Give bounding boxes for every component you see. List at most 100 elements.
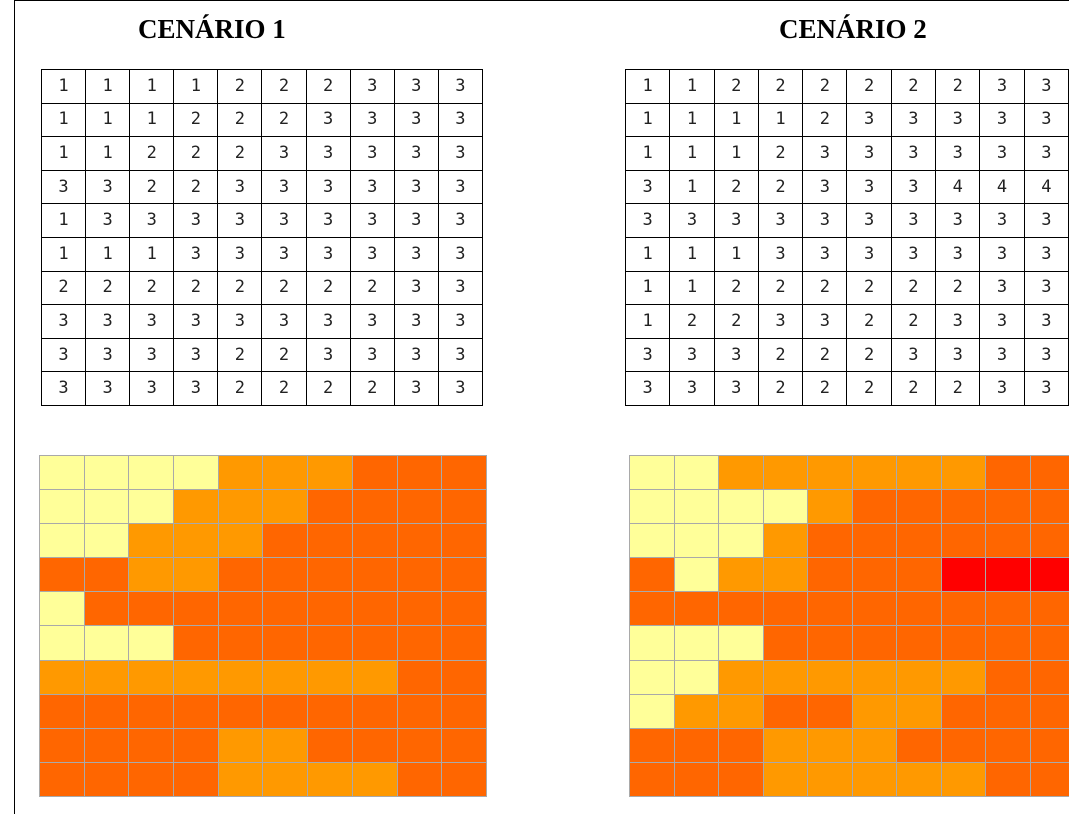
grid-cell: 1 [624,236,671,272]
grid-cell: 3 [846,169,892,205]
color-cell [762,489,808,525]
scenario-1-title: CENÁRIO 1 [138,14,286,44]
grid-cell: 3 [393,236,439,272]
grid-cell: 3 [85,337,131,373]
color-cell [217,557,264,593]
grid-cell: 3 [1023,69,1069,104]
grid-cell: 3 [437,169,484,205]
color-cell [762,659,808,695]
grid-cell: 3 [85,169,131,205]
color-cell [128,761,175,798]
color-cell [262,659,309,695]
color-cell [83,523,130,559]
grid-cell: 3 [935,304,981,339]
color-cell [673,523,719,559]
color-cell [351,693,398,729]
color-cell [896,523,942,559]
grid-cell: 3 [40,371,87,406]
grid-cell: 2 [217,136,263,171]
grid-cell: 3 [437,304,484,339]
grid-cell: 2 [669,304,715,339]
color-cell [1029,659,1069,695]
grid-cell: 3 [979,371,1025,406]
color-cell [1029,454,1069,491]
color-cell [940,591,986,627]
grid-cell: 2 [349,371,395,406]
color-grid-row [629,761,1069,798]
grid-cell: 3 [669,203,715,238]
color-grid-row [629,625,1069,661]
color-cell [762,523,808,559]
grid-cell: 3 [217,203,263,238]
color-cell [39,625,85,661]
color-cell [262,625,309,661]
grid-cell: 3 [261,203,307,238]
color-cell [985,727,1031,763]
color-cell [718,693,764,729]
color-cell [441,727,487,763]
grid-cell: 3 [1023,236,1069,272]
grid-cell: 3 [713,203,759,238]
color-cell [173,693,219,729]
grid-cell: 3 [624,371,671,406]
color-cell [351,761,398,798]
color-cell [807,727,853,763]
grid-cell: 2 [935,371,981,406]
grid-cell: 3 [802,304,848,339]
color-cell [673,727,719,763]
grid-cell: 2 [217,102,263,138]
grid-cell: 3 [129,203,175,238]
color-cell [262,489,309,525]
color-cell [851,489,897,525]
color-cell [307,625,353,661]
grid-cell: 3 [217,169,263,205]
color-cell [940,625,986,661]
grid-cell: 3 [437,69,484,104]
color-cell [985,523,1031,559]
color-cell [396,625,443,661]
color-cell [173,523,219,559]
color-cell [629,454,675,491]
color-cell [83,489,130,525]
color-cell [851,693,897,729]
color-cell [39,489,85,525]
grid-cell: 2 [217,270,263,306]
grid-cell: 4 [935,169,981,205]
color-cell [1029,523,1069,559]
grid-cell: 1 [624,102,671,138]
color-cell [940,659,986,695]
color-cell [441,625,487,661]
color-cell [718,659,764,695]
color-cell [307,489,353,525]
color-cell [262,693,309,729]
color-cell [1029,727,1069,763]
grid-cell: 3 [305,304,351,339]
color-cell [441,591,487,627]
grid-cell: 1 [129,69,175,104]
color-cell [217,761,264,798]
grid-cell: 3 [624,337,671,373]
grid-cell: 2 [935,270,981,306]
color-cell [128,659,175,695]
color-cell [807,489,853,525]
grid-cell: 3 [393,136,439,171]
grid-cell: 4 [1023,169,1069,205]
grid-cell: 3 [349,203,395,238]
grid-cell: 3 [935,236,981,272]
color-cell [896,454,942,491]
grid-cell: 2 [802,270,848,306]
color-cell [762,761,808,798]
color-cell [396,659,443,695]
color-cell [629,625,675,661]
color-cell [83,727,130,763]
grid-cell: 3 [173,371,219,406]
grid-cell: 3 [935,136,981,171]
grid-cell: 3 [802,236,848,272]
grid-cell: 3 [802,169,848,205]
